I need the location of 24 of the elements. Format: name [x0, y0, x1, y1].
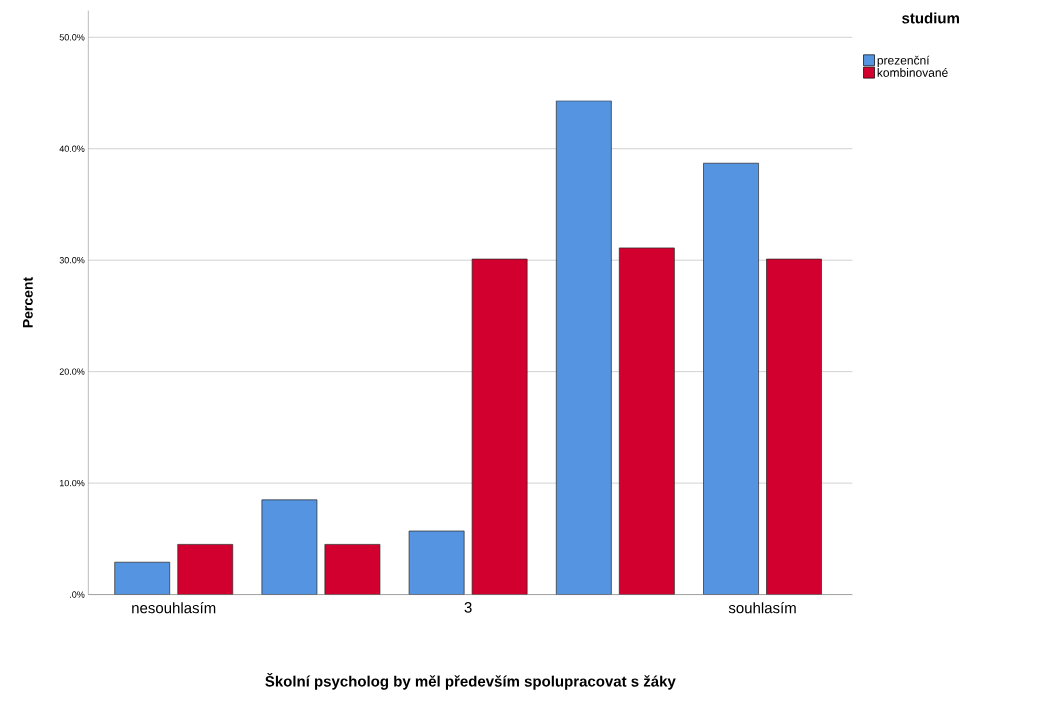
x-tick-label: nesouhlasím [132, 602, 216, 614]
bar [618, 247, 675, 595]
bar [324, 544, 381, 595]
legend-title: studium [902, 12, 959, 24]
y-tick-label: 30.0% [59, 257, 85, 264]
legend-label: kombinované [877, 67, 948, 77]
bar [471, 258, 528, 595]
y-axis-title: Percent [23, 277, 33, 328]
y-tick-label: 50.0% [59, 34, 85, 41]
bar [114, 561, 171, 595]
bar [766, 258, 822, 595]
bar [703, 162, 759, 595]
y-tick-label: 40.0% [59, 145, 85, 152]
x-axis-title: Školní psycholog by měl především spolupracovat s žáky [265, 673, 676, 690]
bar [261, 499, 318, 595]
bar [555, 100, 612, 595]
bar [177, 544, 234, 595]
legend-label: prezenční [877, 55, 930, 67]
bar [408, 530, 465, 595]
y-tick-label: 20.0% [59, 368, 85, 375]
y-tick-label: .0% [70, 591, 85, 598]
x-tick-label: souhlasím [728, 602, 796, 614]
y-tick-label: 10.0% [59, 479, 85, 487]
x-tick-label: 3 [464, 602, 472, 613]
